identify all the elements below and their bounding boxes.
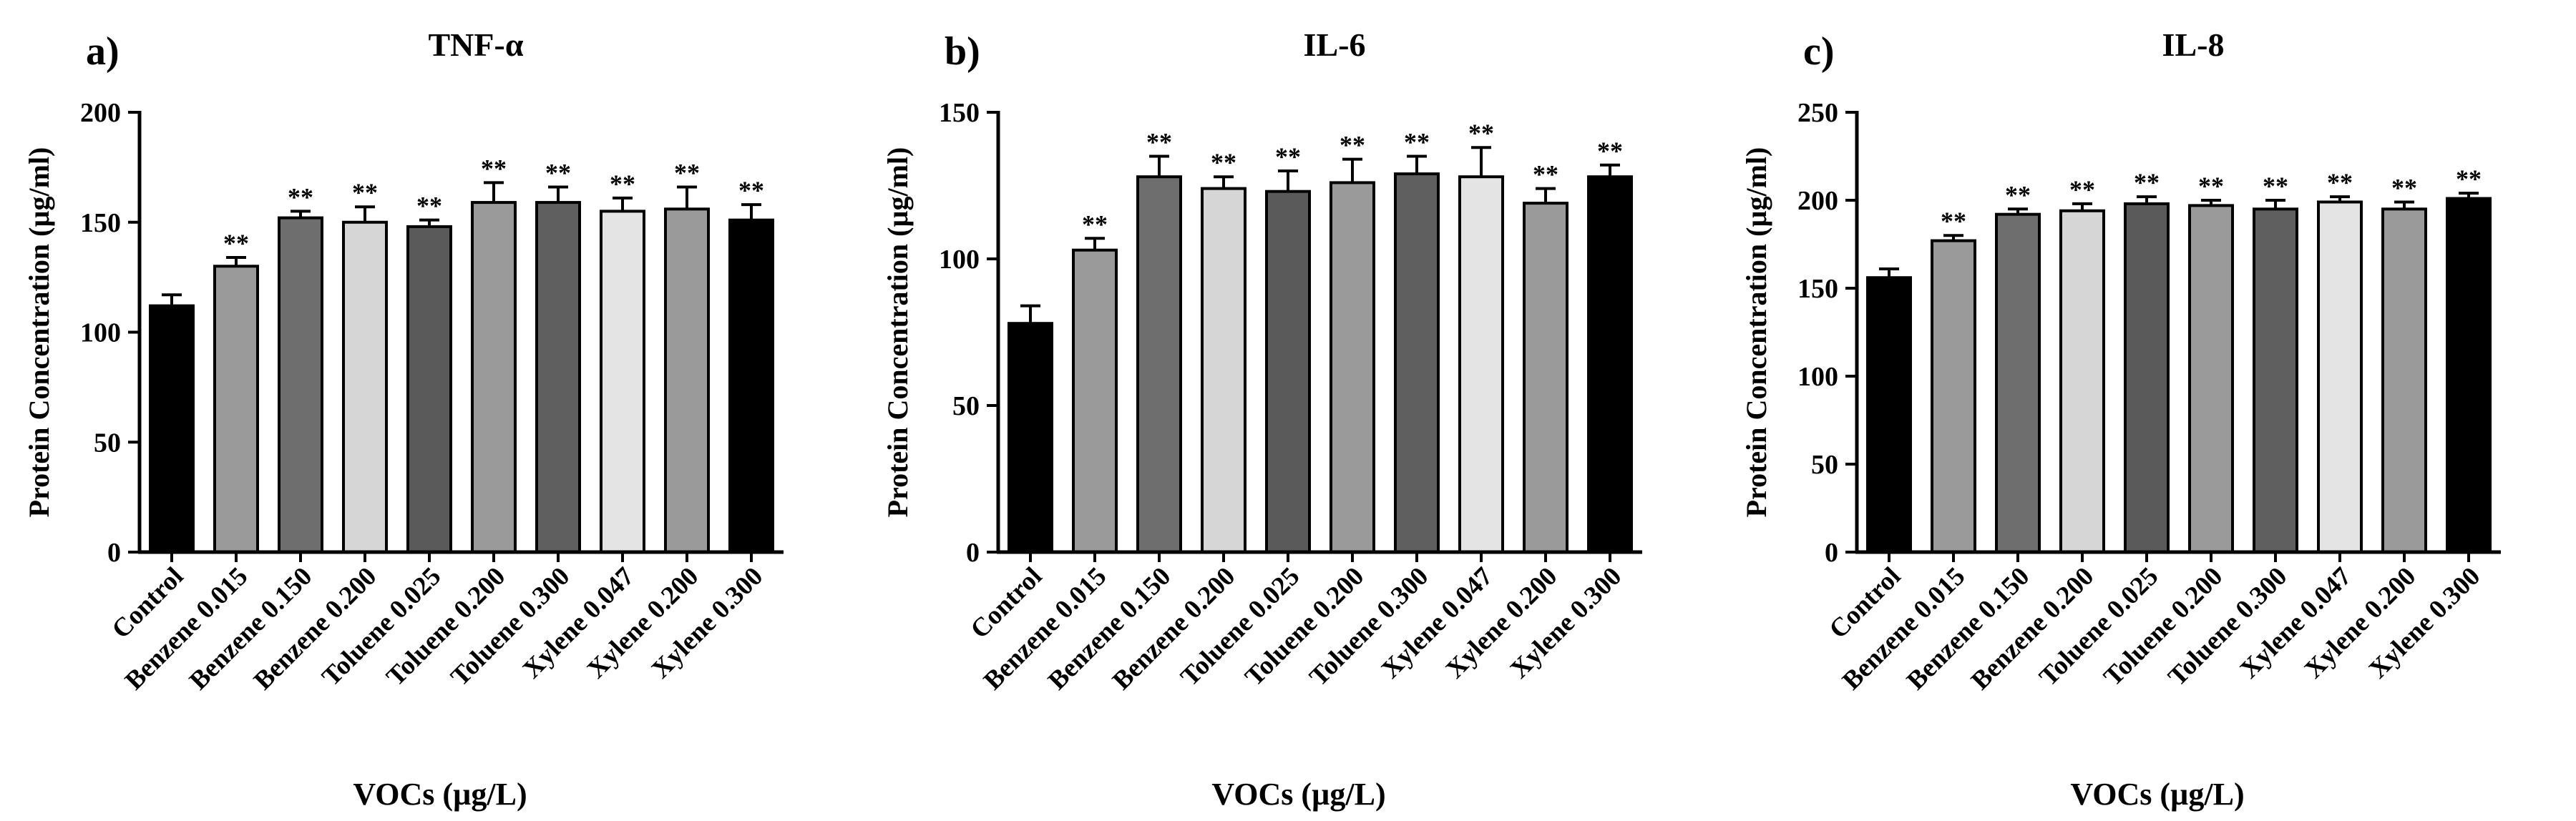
panel-c-bar-benzene-0-200 [2059,209,2105,554]
panel-a-significance-benzene-0-150: ** [288,182,313,211]
panel-c-y-tick-label-150: 150 [1797,274,1838,304]
panel-c-y-tick-label-0: 0 [1825,538,1838,568]
panel-c-x-axis-label: VOCs (µg/L) [2070,777,2244,812]
panel-a-bar-control [149,304,195,554]
panel-c-significance-xylene-0-047: ** [2327,168,2353,197]
panel-b-bar-toluene-0-300 [1394,172,1440,554]
panel-a-bar-xylene-0-300 [728,218,774,554]
panel-c-significance-toluene-0-200: ** [2198,172,2224,200]
panel-a-significance-benzene-0-015: ** [223,229,249,257]
panel-b-bar-benzene-0-200 [1201,187,1246,554]
panel-c-significance-benzene-0-200: ** [2069,175,2095,204]
panel-c-y-tick-label-250: 250 [1797,98,1838,128]
panel-a-significance-toluene-0-200: ** [481,154,507,182]
panel-b-chart: b) IL-6 Protein Concentration (µg/ml) 0 50 10… [882,26,1642,812]
panel-a-significance-xylene-0-047: ** [610,169,635,198]
panel-a-y-tick-label-0: 0 [107,538,121,568]
panel-c-significance-xylene-0-200: ** [2391,173,2417,202]
panel-b-bar-xylene-0-200 [1523,202,1568,554]
panel-b-x-axis-label: VOCs (µg/L) [1211,777,1385,812]
panel-a-bar-benzene-0-015 [213,265,259,554]
panel-a-bar-benzene-0-150 [278,216,323,554]
panel-a-bar-xylene-0-047 [600,210,645,554]
panel-a-y-tick-label-50: 50 [94,428,121,458]
panel-c-significance-benzene-0-015: ** [1941,207,1966,235]
panel-c-bar-toluene-0-300 [2253,207,2298,554]
panel-c-bar-benzene-0-150 [1995,212,2041,554]
panel-a-significance-xylene-0-300: ** [738,176,764,205]
panel-c-significance-toluene-0-300: ** [2263,172,2288,200]
panel-a-x-axis-label: VOCs (µg/L) [353,777,527,812]
panel-c-y-tick-label-50: 50 [1811,450,1838,480]
panel-b-significance-xylene-0-300: ** [1597,137,1623,165]
panel-b-significance-toluene-0-025: ** [1275,142,1301,171]
panel-a-y-tick-label-150: 150 [80,208,121,238]
panel-b-bar-xylene-0-300 [1587,175,1633,554]
panel-a-bar-xylene-0-200 [664,207,710,554]
panel-c-bar-xylene-0-300 [2446,197,2492,554]
panel-b-bar-toluene-0-200 [1330,181,1375,554]
panel-c-label: c) [1803,29,1835,74]
panel-b-y-tick-label-150: 150 [939,98,980,128]
panel-b-y-tick-label-0: 0 [966,538,980,568]
panel-b-significance-benzene-0-015: ** [1082,210,1108,238]
panel-c-bar-benzene-0-015 [1931,239,1976,554]
panel-a-chart: a) TNF-α Protein Concentration (µg/ml) 0 50 1… [23,26,784,812]
panel-b-y-tick-label-100: 100 [939,245,980,275]
panel-c-significance-toluene-0-025: ** [2134,168,2160,197]
panel-b-significance-benzene-0-150: ** [1146,128,1172,157]
panel-b-significance-toluene-0-200: ** [1340,131,1365,159]
panel-a-y-tick-label-200: 200 [80,98,121,128]
panel-a-bar-toluene-0-200 [471,201,517,554]
panel-b-bar-benzene-0-015 [1072,248,1118,554]
panel-a-bar-toluene-0-300 [535,201,581,554]
panel-a-bar-toluene-0-025 [406,225,452,554]
panel-c-bar-control [1866,276,1912,554]
panel-c-bar-toluene-0-025 [2124,202,2170,554]
panel-b-significance-xylene-0-200: ** [1533,160,1558,189]
panel-c-bar-xylene-0-047 [2317,200,2363,554]
panel-a-significance-toluene-0-025: ** [416,192,442,220]
panel-c-chart: c) IL-8 Protein Concentration (µg/ml) 0 50 10… [1740,26,2501,812]
panel-a-significance-benzene-0-200: ** [352,178,378,207]
panel-c-bar-xylene-0-200 [2381,207,2427,554]
panel-b-bar-toluene-0-025 [1265,190,1311,554]
panel-a-label: a) [86,29,119,74]
panel-a-title: TNF-α [429,26,524,63]
panel-b-label: b) [945,29,980,74]
panel-a-significance-xylene-0-200: ** [674,159,700,187]
panel-c-significance-xylene-0-300: ** [2456,164,2482,193]
panel-b-bar-control [1008,322,1053,554]
panel-c-y-tick-label-200: 200 [1797,186,1838,216]
panel-a-y-tick-label-100: 100 [80,318,121,348]
panel-c-title: IL-8 [2162,26,2225,63]
panel-a-bar-benzene-0-200 [342,220,388,554]
panel-b-significance-benzene-0-200: ** [1211,148,1236,177]
panel-b-significance-xylene-0-047: ** [1468,119,1494,147]
panel-b-bar-xylene-0-047 [1458,175,1504,554]
panel-b-y-tick-label-50: 50 [952,391,980,421]
panel-c-bar-toluene-0-200 [2188,204,2234,554]
panel-b-title: IL-6 [1304,26,1366,63]
panel-a-significance-toluene-0-300: ** [545,159,571,187]
panel-b-y-axis-label: Protein Concentration (µg/ml) [882,147,914,518]
panel-c-significance-benzene-0-150: ** [2005,180,2031,209]
panel-c-y-tick-label-100: 100 [1797,362,1838,392]
panel-a-y-axis-label: Protein Concentration (µg/ml) [23,147,55,518]
panel-b-bar-benzene-0-150 [1136,175,1182,554]
panel-c-y-axis-label: Protein Concentration (µg/ml) [1740,147,1772,518]
panel-b-significance-toluene-0-300: ** [1404,128,1430,157]
